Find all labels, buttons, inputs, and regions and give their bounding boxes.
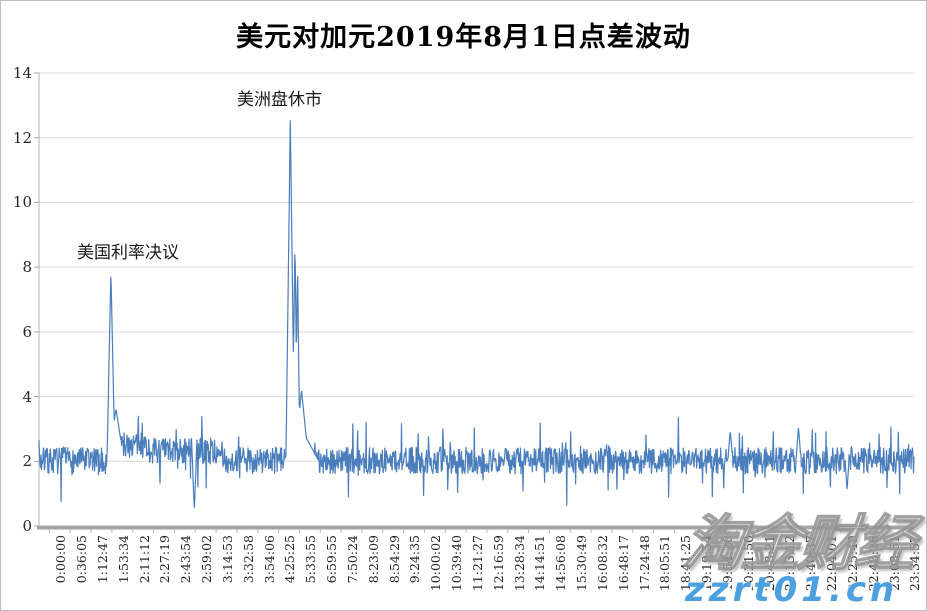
chart-title: 美元对加元2019年8月1日点差波动 — [236, 22, 691, 53]
x-tick-label: 9:24:35 — [407, 535, 423, 584]
y-tick-label: 4 — [22, 387, 32, 406]
x-tick-label: 3:54:06 — [261, 535, 277, 584]
x-tick-label: 0:36:05 — [74, 535, 90, 584]
x-tick-label: 3:32:58 — [240, 535, 256, 584]
y-tick-label: 8 — [22, 258, 32, 277]
y-tick-label: 12 — [12, 128, 32, 147]
x-tick-label: 18:05:51 — [657, 535, 673, 592]
x-tick-label: 12:16:59 — [490, 535, 506, 592]
x-tick-label: 0:00:00 — [53, 535, 69, 584]
x-tick-label: 17:24:48 — [636, 535, 652, 592]
x-tick-label: 8:23:09 — [365, 535, 381, 584]
x-tick-label: 2:59:02 — [199, 535, 215, 584]
x-tick-label: 3:14:53 — [220, 535, 236, 584]
x-tick-label: 2:43:54 — [178, 535, 194, 584]
y-tick-label: 14 — [12, 64, 32, 82]
x-tick-label: 8:54:29 — [386, 535, 402, 584]
x-tick-label: 15:30:49 — [574, 535, 590, 592]
x-tick-label: 7:50:24 — [345, 535, 361, 584]
x-tick-label: 5:33:55 — [303, 535, 319, 584]
x-tick-label: 14:14:51 — [532, 535, 548, 592]
x-tick-label: 16:48:17 — [615, 535, 631, 592]
x-tick-label: 10:39:40 — [449, 535, 465, 592]
x-tick-label: 1:53:34 — [115, 535, 131, 584]
x-tick-label: 2:11:12 — [136, 535, 152, 584]
x-tick-label: 16:08:32 — [595, 535, 611, 592]
spread-series-line — [38, 120, 915, 508]
watermark-site-url: zzrt01.cn — [685, 570, 899, 610]
x-tick-label: 10:00:02 — [428, 535, 444, 592]
y-tick-label: 0 — [22, 517, 32, 535]
x-tick-label: 6:59:55 — [324, 535, 340, 584]
watermark-brand-text: 淘金财经 — [680, 508, 917, 580]
annotation-us-rate-decision: 美国利率决议 — [77, 243, 179, 263]
y-tick-label: 10 — [12, 193, 32, 212]
x-tick-label: 14:56:08 — [553, 535, 569, 592]
x-tick-label: 2:27:19 — [157, 535, 173, 584]
y-tick-label: 2 — [22, 452, 32, 471]
x-tick-label: 1:12:47 — [95, 535, 111, 584]
y-tick-label: 6 — [22, 322, 32, 341]
x-tick-label: 4:25:25 — [282, 535, 298, 584]
annotation-americas-market-close: 美洲盘休市 — [237, 90, 322, 110]
x-tick-label: 13:28:34 — [511, 535, 527, 592]
x-tick-label: 11:21:27 — [470, 535, 486, 592]
